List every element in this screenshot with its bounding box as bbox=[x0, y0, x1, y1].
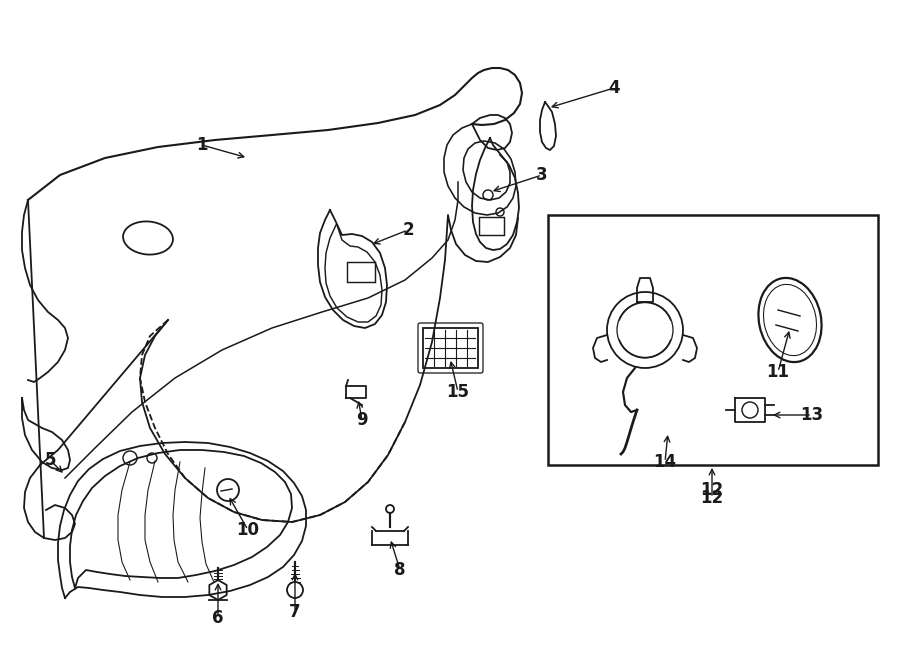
Text: 12: 12 bbox=[700, 489, 724, 507]
Text: 3: 3 bbox=[536, 166, 548, 184]
Text: 4: 4 bbox=[608, 79, 620, 97]
Text: 8: 8 bbox=[394, 561, 406, 579]
Text: 10: 10 bbox=[237, 521, 259, 539]
Text: 11: 11 bbox=[767, 363, 789, 381]
Text: 5: 5 bbox=[44, 451, 56, 469]
Text: 14: 14 bbox=[653, 453, 677, 471]
Text: 9: 9 bbox=[356, 411, 368, 429]
Text: 13: 13 bbox=[800, 406, 824, 424]
Bar bbox=[479, 217, 504, 235]
Text: 7: 7 bbox=[289, 603, 301, 621]
Bar bbox=[423, 328, 478, 368]
Bar bbox=[347, 262, 375, 282]
Bar bbox=[548, 215, 878, 465]
Text: 6: 6 bbox=[212, 609, 224, 627]
Text: 1: 1 bbox=[196, 136, 208, 154]
Text: 2: 2 bbox=[402, 221, 414, 239]
Text: 12: 12 bbox=[700, 481, 724, 499]
Text: 15: 15 bbox=[446, 383, 470, 401]
